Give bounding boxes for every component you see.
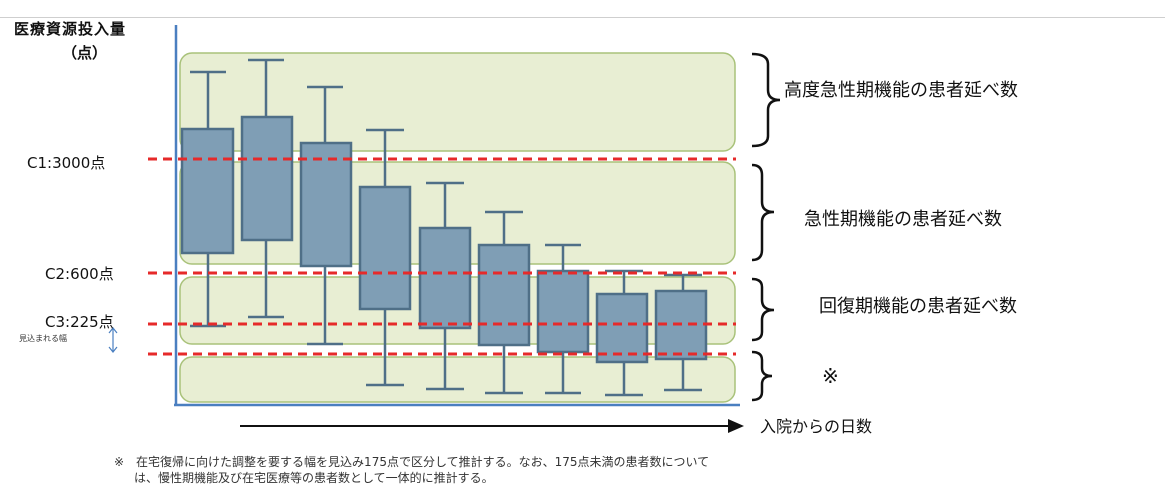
box-4: [358, 128, 412, 387]
box-8: [595, 269, 649, 397]
band-label-recovery: 回復期機能の患者延べ数: [819, 296, 1017, 317]
double-arrow-icon: [108, 327, 118, 353]
footnote: ※ 在宅復帰に向けた調整を要する幅を見込み175点で区分して推計する。なお、17…: [114, 454, 1094, 486]
threshold-c3-label: C3:225点: [45, 313, 114, 331]
box-2: [240, 58, 294, 319]
threshold-lines: [148, 157, 736, 356]
box-6: [477, 210, 531, 395]
threshold-c2-label: C2:600点: [45, 265, 114, 283]
band-label-high-acute: 高度急性期機能の患者延べ数: [784, 80, 1018, 101]
threshold-c1-label: C1:3000点: [27, 154, 106, 172]
curly-brace-icon: [751, 52, 781, 402]
y-axis-title: 医療資源投入量: [14, 20, 127, 38]
band-high-acute: [179, 52, 736, 152]
range-note: 見込まれる幅: [19, 334, 67, 343]
band-other: [179, 356, 736, 403]
top-rule: [0, 17, 1165, 18]
footnote-line-1: ※ 在宅復帰に向けた調整を要する幅を見込み175点で区分して推計する。なお、17…: [114, 455, 710, 469]
band-label-acute: 急性期機能の患者延べ数: [804, 209, 1002, 230]
box-7: [536, 243, 590, 395]
footnote-line-2: は、慢性期機能及び在宅医療等の患者数として一体的に推計する。: [134, 471, 494, 485]
x-axis-label: 入院からの日数: [760, 417, 873, 436]
box-3: [299, 85, 353, 346]
band-label-note-mark: ※: [822, 364, 839, 388]
arrow-right-icon: [240, 419, 744, 433]
y-axis-unit: （点）: [62, 44, 108, 62]
box-1: [180, 70, 235, 328]
box-5: [418, 181, 472, 391]
